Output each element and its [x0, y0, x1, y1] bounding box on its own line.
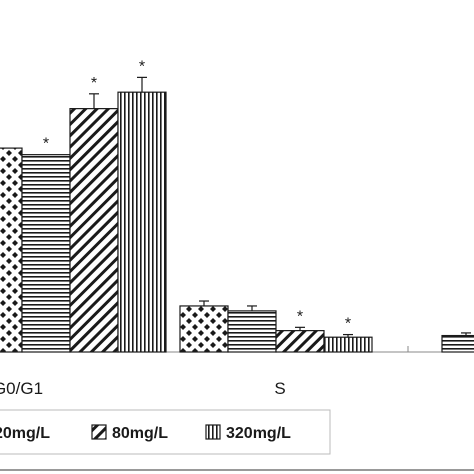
bar-1-2: [441, 334, 474, 353]
legend-label-0: 20mg/L: [0, 425, 50, 442]
bar-2-0: [69, 108, 119, 353]
x-tick-label-0: G0/G1: [0, 379, 43, 398]
significance-marker-1-0: *: [43, 136, 49, 153]
bar-2-1: [275, 330, 325, 353]
legend-frame: [0, 409, 331, 455]
bar-3-1: [323, 336, 373, 353]
legend: 20mg/L 80mg/L 320mg/L: [0, 424, 291, 442]
x-tick-label-1: S: [274, 379, 285, 398]
bar-1-1: [227, 310, 277, 353]
bar-1-0: [21, 154, 71, 353]
bar-0-0: [0, 147, 23, 353]
bar-0-1: [179, 305, 229, 353]
legend-swatch-1: [91, 424, 107, 440]
bar-3-0: [117, 91, 167, 353]
legend-swatch-2: [205, 424, 221, 440]
legend-label-1: 80mg/L: [112, 425, 168, 442]
legend-label-2: 320mg/L: [226, 425, 291, 442]
significance-marker-2-1: *: [297, 308, 303, 325]
significance-marker-2-0: *: [91, 75, 97, 92]
significance-marker-3-0: *: [139, 58, 145, 75]
significance-marker-3-1: *: [345, 316, 351, 333]
